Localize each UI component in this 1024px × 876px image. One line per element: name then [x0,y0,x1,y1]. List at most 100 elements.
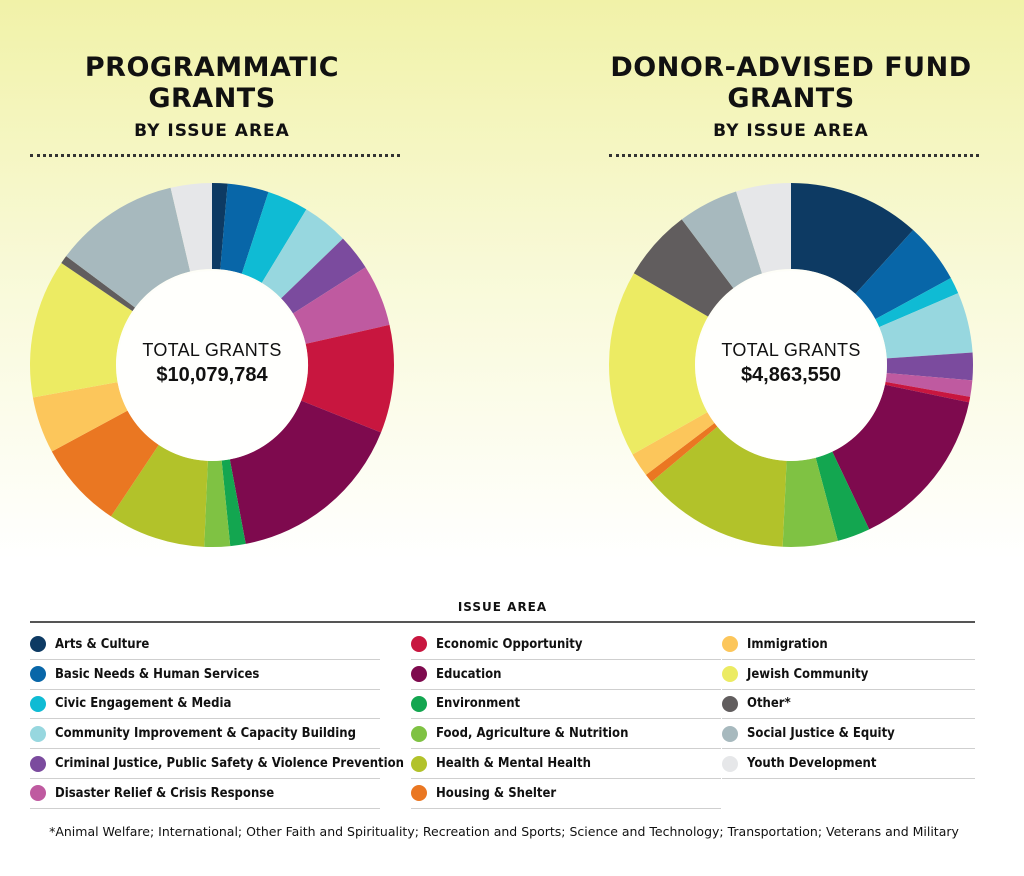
legend-heading: ISSUE AREA [457,600,548,614]
pie-slice [261,209,343,299]
pie-slice [681,191,763,289]
legend-item: Jewish Community [722,660,975,690]
legend-column: Economic Opportunity Education Environment… [411,630,721,809]
pie-slice [886,352,973,381]
pie-slice [651,426,787,547]
pie-slice [782,457,838,547]
chart-subtitle: BY ISSUE AREA [713,121,869,141]
center-caption: TOTAL GRANTS [142,340,282,360]
legend-item: Basic Needs & Human Services [30,660,380,690]
legend-column: Arts & Culture Basic Needs & Human Servic… [30,630,404,809]
legend-swatch [30,725,46,742]
chart-subtitle: BY ISSUE AREA [134,121,290,141]
chart-title: DONOR-ADVISED FUND GRANTS [610,52,972,114]
pie-slice [832,384,970,530]
pie-slice [633,219,734,317]
legend-item: Social Justice & Equity [722,719,975,750]
legend-label: Community Improvement & Capacity Buildin… [55,726,357,742]
pie-slice [281,238,366,314]
legend-item: Criminal Justice, Public Safety & Violen… [30,749,404,779]
pie-slice [885,373,973,397]
legend-item: Other* [722,690,975,720]
legend-swatch [411,725,427,742]
legend-swatch [30,666,46,683]
legend-item: Youth Development [722,749,975,779]
pie-slice [212,183,228,270]
footnote: *Animal Welfare; International; Other Fa… [49,824,959,839]
pie-slice [879,293,973,359]
legend-item: Arts & Culture [30,630,380,660]
legend-label: Economic Opportunity [436,636,583,652]
legend-swatch [30,695,46,712]
pie-slice [875,278,959,328]
pie-slice [855,230,951,320]
pie-slice [221,459,246,547]
legend-swatch [722,636,738,653]
donor-advised-donut-chart [609,183,973,547]
pie-slice [884,381,971,403]
legend-swatch [722,755,738,772]
pie-slice [111,444,208,547]
legend-swatch [30,636,46,653]
legend-item: Health & Mental Health [411,749,721,779]
center-total: $10,079,784 [156,364,268,386]
pie-slice [220,183,269,274]
pie-slice [170,183,212,272]
pie-slice [66,187,191,308]
legend-swatch [30,755,46,772]
legend-swatch [30,785,46,802]
legend-item: Immigration [722,630,975,660]
legend-swatch [411,666,427,683]
pie-slice [645,422,718,482]
legend-label: Food, Agriculture & Nutrition [436,726,629,742]
legend-item: Civic Engagement & Media [30,690,380,720]
programmatic-grants-chart: PROGRAMMATIC GRANTS BY ISSUE AREA TOTAL G… [2,0,422,570]
legend-label: Social Justice & Equity [747,726,895,742]
dotted-divider [609,154,979,157]
legend-swatch [411,755,427,772]
legend-label: Environment [436,696,521,712]
legend-label: Criminal Justice, Public Safety & Violen… [55,756,405,772]
pie-slice [32,382,128,452]
legend-label: Youth Development [747,756,877,772]
pie-slice [609,273,709,455]
legend-item: Food, Agriculture & Nutrition [411,719,721,750]
pie-slice [815,451,870,541]
legend-label: Civic Engagement & Media [55,696,232,712]
pie-slice [29,262,133,398]
legend-swatch [722,695,738,712]
legend-swatch [411,785,427,802]
legend-label: Housing & Shelter [436,785,557,801]
legend-label: Health & Mental Health [436,756,591,772]
programmatic-donut-chart [29,183,394,547]
legend-label: Other* [747,696,791,712]
legend-divider [30,621,975,623]
legend-item: Education [411,660,721,690]
pie-slice [241,191,307,283]
legend-column: Immigration Jewish Community Other* Social … [722,630,975,779]
legend-item: Community Improvement & Capacity Buildin… [30,719,380,750]
pie-slice [292,267,390,344]
chart-title: PROGRAMMATIC GRANTS [84,52,340,114]
center-total: $4,863,550 [740,364,842,386]
donor-advised-grants-chart: DONOR-ADVISED FUND GRANTS BY ISSUE AREA T… [581,0,1001,570]
legend-label: Immigration [747,636,828,652]
legend-label: Disaster Relief & Crisis Response [55,785,275,801]
pie-slice [632,412,715,475]
pie-slice [301,324,394,433]
donut-hole [118,271,306,459]
legend-item: Housing & Shelter [411,779,721,809]
legend-item: Environment [411,690,721,720]
pie-slice [61,256,136,312]
legend-label: Basic Needs & Human Services [55,666,260,682]
pie-slice [51,410,159,517]
legend-swatch [411,636,427,653]
pie-slice [791,183,914,294]
donut-hole [697,271,885,459]
legend-swatch [411,695,427,712]
legend-label: Jewish Community [747,666,869,682]
pie-slice [736,183,791,274]
legend-label: Arts & Culture [55,636,150,652]
legend-swatch [722,725,738,742]
legend-swatch [722,666,738,683]
